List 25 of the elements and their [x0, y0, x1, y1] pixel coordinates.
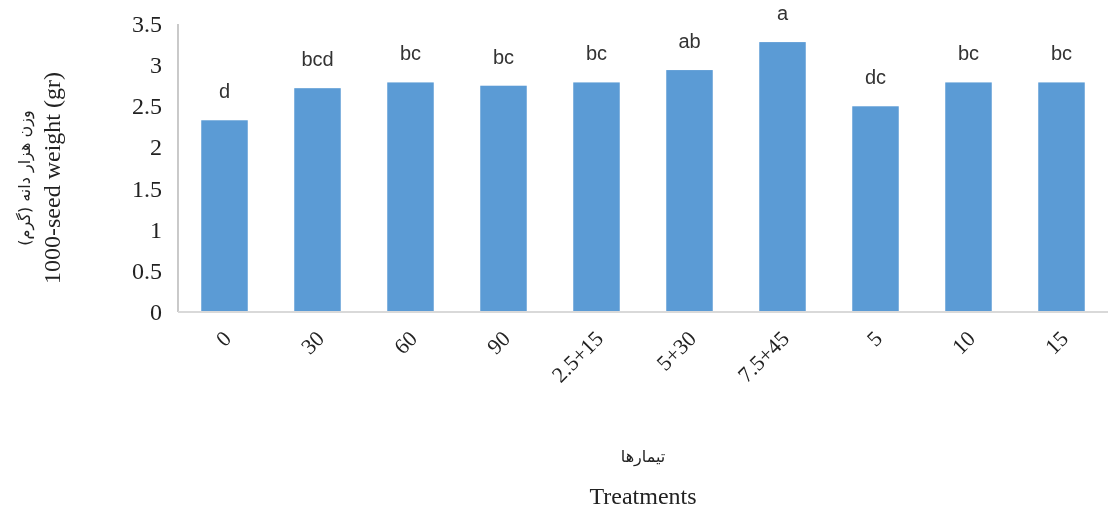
annotation: ab	[678, 30, 701, 53]
y-tick-label: 1	[150, 216, 162, 243]
annotation: bcd	[301, 48, 334, 71]
x-tick-label: 60	[388, 325, 423, 360]
x-tick-label: 30	[295, 325, 330, 360]
annotation: dc	[864, 66, 887, 89]
x-tick-label: 15	[1039, 325, 1074, 360]
x-tick-label: 0	[210, 325, 237, 352]
x-tick-label: 10	[946, 325, 981, 360]
y-tick-label: 2	[150, 134, 162, 161]
annotation: d	[218, 80, 231, 103]
annotation: bc	[957, 42, 980, 65]
x-tick-label: 5	[861, 325, 888, 352]
x-tick-label: 90	[481, 325, 516, 360]
annotation: bc	[492, 45, 515, 68]
annotation: a	[776, 2, 789, 25]
y-tick-label: 0	[150, 299, 162, 325]
y-tick-label: 0.5	[132, 257, 162, 284]
y-tick-label: 3	[150, 52, 162, 79]
annotation: bc	[585, 42, 608, 65]
y-tick-label: 1.5	[132, 175, 162, 202]
annotation: bc	[399, 42, 422, 65]
y-tick-label: 3.5	[132, 11, 162, 37]
y-tick-label: 2.5	[132, 93, 162, 120]
annotation: bc	[1050, 42, 1073, 65]
